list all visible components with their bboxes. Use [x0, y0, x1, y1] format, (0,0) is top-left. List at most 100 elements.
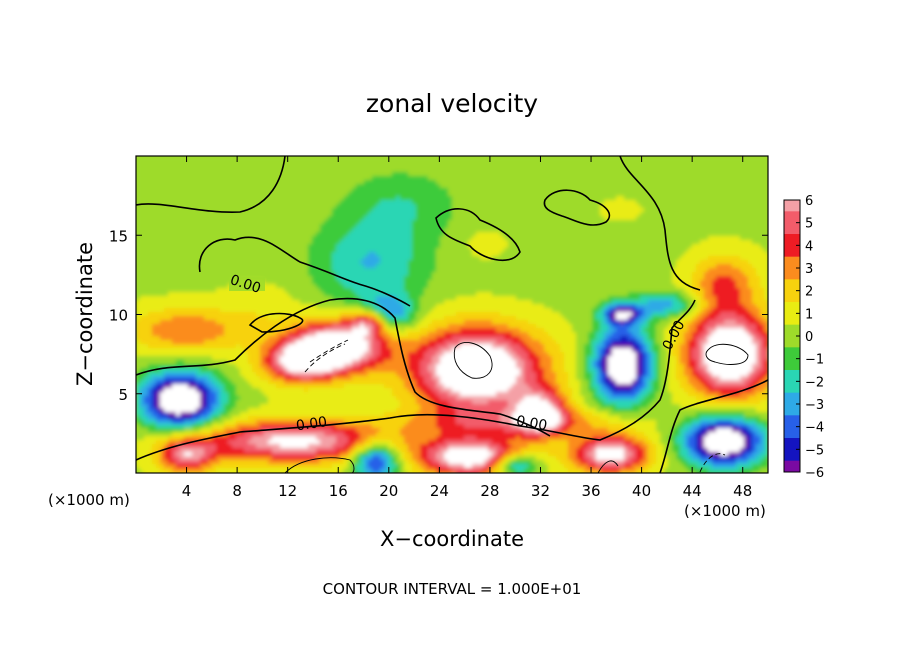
field-cell — [348, 288, 353, 293]
field-cell — [240, 468, 245, 473]
field-cell — [248, 408, 253, 413]
field-cell — [372, 204, 377, 209]
field-cell — [140, 364, 145, 369]
field-cell — [136, 468, 141, 473]
field-cell — [348, 352, 353, 357]
field-cell — [340, 348, 345, 353]
field-cell — [280, 164, 285, 169]
field-cell — [200, 236, 205, 241]
field-cell — [148, 340, 153, 345]
field-cell — [296, 208, 301, 213]
field-cell — [264, 404, 269, 409]
field-cell — [148, 280, 153, 285]
field-cell — [160, 164, 165, 169]
field-cell — [380, 300, 385, 305]
field-cell — [340, 308, 345, 313]
field-cell — [236, 244, 241, 249]
field-cell — [164, 160, 169, 165]
field-cell — [372, 312, 377, 317]
field-cell — [208, 228, 213, 233]
field-cell — [256, 308, 261, 313]
field-cell — [216, 452, 221, 457]
field-cell — [272, 248, 277, 253]
field-cell — [268, 340, 273, 345]
field-cell — [352, 224, 357, 229]
field-cell — [168, 252, 173, 257]
field-cell — [268, 204, 273, 209]
field-cell — [256, 244, 261, 249]
field-cell — [156, 408, 161, 413]
field-cell — [196, 392, 201, 397]
field-cell — [140, 308, 145, 313]
field-cell — [144, 384, 149, 389]
field-cell — [328, 260, 333, 265]
field-cell — [276, 232, 281, 237]
field-cell — [140, 180, 145, 185]
field-cell — [196, 264, 201, 269]
field-cell — [320, 212, 325, 217]
field-cell — [184, 236, 189, 241]
field-cell — [340, 428, 345, 433]
field-cell — [312, 416, 317, 421]
field-cell — [372, 340, 377, 345]
field-cell — [328, 184, 333, 189]
field-cell — [308, 364, 313, 369]
field-cell — [204, 164, 209, 169]
field-cell — [332, 220, 337, 225]
field-cell — [204, 408, 209, 413]
field-cell — [288, 276, 293, 281]
field-cell — [292, 380, 297, 385]
field-cell — [368, 204, 373, 209]
field-cell — [284, 164, 289, 169]
field-cell — [308, 164, 313, 169]
field-cell — [380, 368, 385, 373]
field-cell — [352, 424, 357, 429]
field-cell — [156, 456, 161, 461]
field-cell — [372, 444, 377, 449]
field-cell — [156, 176, 161, 181]
field-cell — [324, 200, 329, 205]
field-cell — [272, 412, 277, 417]
field-cell — [340, 388, 345, 393]
field-cell — [284, 468, 289, 473]
field-cell — [292, 244, 297, 249]
field-cell — [328, 452, 333, 457]
field-cell — [184, 324, 189, 329]
field-cell — [220, 464, 225, 469]
field-cell — [192, 456, 197, 461]
field-cell — [168, 224, 173, 229]
field-cell — [316, 436, 321, 441]
field-cell — [360, 340, 365, 345]
field-cell — [368, 236, 373, 241]
field-cell — [304, 176, 309, 181]
field-cell — [148, 216, 153, 221]
field-cell — [176, 268, 181, 273]
field-cell — [372, 260, 377, 265]
field-cell — [148, 240, 153, 245]
field-cell — [236, 196, 241, 201]
field-cell — [156, 260, 161, 265]
field-cell — [192, 340, 197, 345]
field-cell — [236, 360, 241, 365]
field-cell — [164, 156, 169, 161]
field-cell — [320, 360, 325, 365]
field-cell — [368, 200, 373, 205]
field-cell — [240, 232, 245, 237]
field-cell — [216, 368, 221, 373]
field-cell — [284, 380, 289, 385]
field-cell — [284, 256, 289, 261]
field-cell — [280, 228, 285, 233]
field-cell — [276, 188, 281, 193]
field-cell — [376, 176, 381, 181]
field-cell — [356, 172, 361, 177]
field-cell — [364, 368, 369, 373]
field-cell — [280, 352, 285, 357]
field-cell — [264, 368, 269, 373]
field-cell — [348, 312, 353, 317]
field-cell — [212, 156, 217, 161]
field-cell — [368, 320, 373, 325]
field-cell — [140, 428, 145, 433]
field-cell — [252, 192, 257, 197]
field-cell — [172, 264, 177, 269]
field-cell — [160, 384, 165, 389]
